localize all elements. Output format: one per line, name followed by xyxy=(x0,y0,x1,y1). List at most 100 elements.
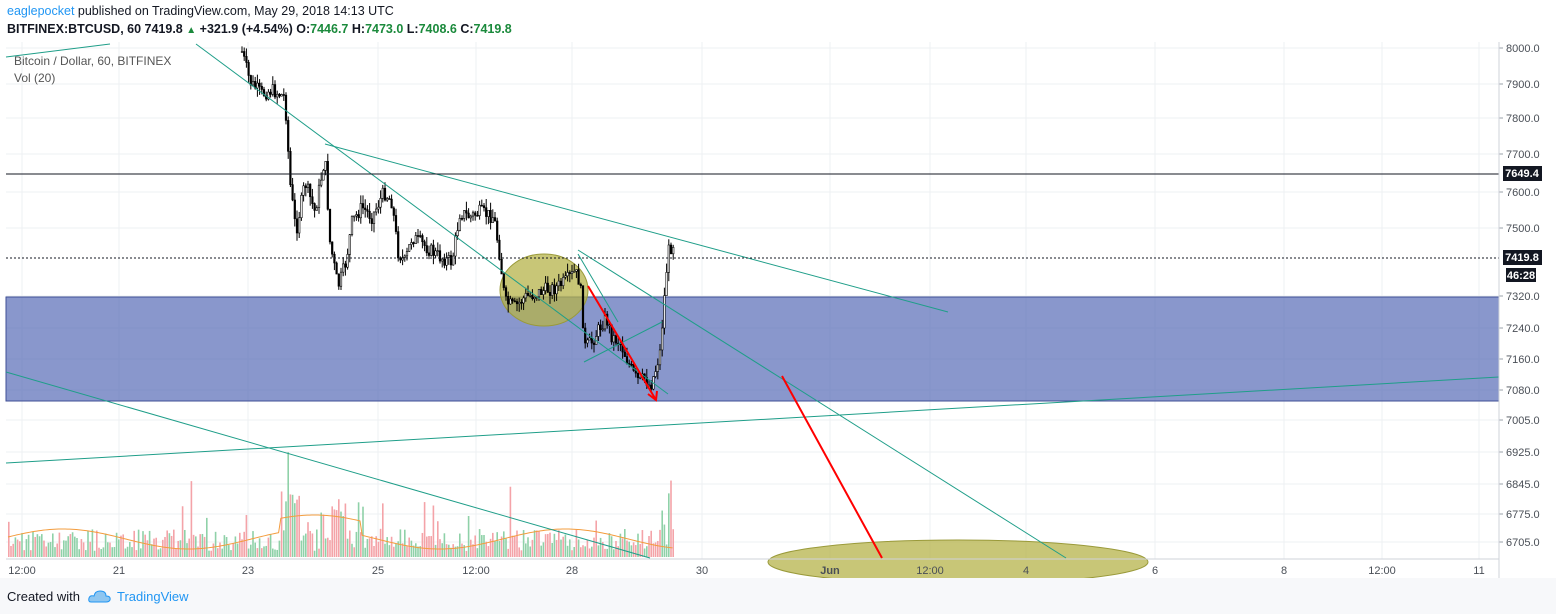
volume-bar xyxy=(320,512,322,557)
volume-bar xyxy=(148,530,151,557)
volume-bar xyxy=(175,549,177,557)
candle-body xyxy=(388,198,391,200)
volume-bar xyxy=(335,510,338,557)
candle-body xyxy=(564,275,567,278)
volume-bar xyxy=(144,534,146,557)
candle-body xyxy=(243,51,246,57)
candle-body xyxy=(522,297,525,304)
volume-bar xyxy=(170,535,173,557)
volume-bar xyxy=(225,537,228,557)
volume-bar xyxy=(91,529,94,557)
candle-body xyxy=(361,203,365,209)
candle-body xyxy=(267,91,270,100)
volume-bar xyxy=(27,534,30,557)
time-tick-label: 12:00 xyxy=(462,565,490,577)
candle-body xyxy=(608,324,611,327)
candle-body xyxy=(412,242,415,244)
volume-bar xyxy=(437,521,439,557)
volume-bar xyxy=(641,530,644,557)
candle-body xyxy=(568,272,571,274)
volume-bar xyxy=(338,499,340,557)
candle-body xyxy=(335,262,338,275)
price-tick-label: 7160.0 xyxy=(1506,354,1540,366)
candle-body xyxy=(584,327,587,344)
volume-bar xyxy=(360,532,362,557)
volume-bar xyxy=(230,550,232,557)
tradingview-link[interactable]: TradingView xyxy=(117,589,189,604)
volume-bar xyxy=(582,545,584,557)
candle-body xyxy=(419,235,422,237)
price-tick-label: 6925.0 xyxy=(1506,447,1540,459)
tradingview-cloud-icon[interactable] xyxy=(88,588,112,604)
candle-body xyxy=(531,295,534,300)
volume-bar xyxy=(261,548,263,557)
volume-bar xyxy=(654,542,657,557)
candle-body xyxy=(289,151,292,185)
candle-body xyxy=(430,244,433,256)
volume-bar xyxy=(287,452,289,557)
volume-bar xyxy=(377,541,380,557)
volume-bar xyxy=(668,493,670,557)
candle-body xyxy=(491,217,494,224)
volume-bar xyxy=(670,480,672,557)
candle-body xyxy=(452,255,455,266)
candle-body xyxy=(328,208,332,243)
price-chart[interactable]: Bitcoin / Dollar, 60, BITFINEX Vol (20) … xyxy=(0,42,1556,578)
time-tick-label: Jun xyxy=(820,565,840,577)
volume-bar xyxy=(456,546,459,557)
symbol-label: BITFINEX:BTCUSD, 60 xyxy=(7,22,142,36)
volume-bar xyxy=(311,533,314,557)
up-arrow-icon: ▲ xyxy=(186,25,197,36)
candle-body xyxy=(344,263,347,268)
volume-bar xyxy=(333,509,336,557)
candle-body xyxy=(381,187,384,199)
volume-bar xyxy=(520,550,523,557)
candle-body xyxy=(280,94,283,97)
low-label: L: xyxy=(406,22,419,36)
candle-body xyxy=(273,84,277,98)
volume-bar xyxy=(489,538,492,557)
candle-body xyxy=(447,255,450,258)
author-link[interactable]: eaglepocket xyxy=(7,4,75,18)
volume-bar xyxy=(507,548,509,557)
volume-bar xyxy=(190,481,193,557)
volume-bar xyxy=(463,545,465,557)
candle-body xyxy=(500,258,503,275)
volume-bar xyxy=(201,533,204,557)
volume-bar xyxy=(291,494,294,557)
candle-body xyxy=(463,210,466,219)
volume-bar xyxy=(65,540,67,557)
volume-bar xyxy=(239,532,241,557)
candle-body xyxy=(245,56,248,63)
volume-bar xyxy=(234,536,237,557)
legend-volume: Vol (20) xyxy=(14,71,55,85)
candle-body xyxy=(425,245,428,254)
volume-bar xyxy=(236,543,239,557)
candle-body xyxy=(269,91,272,95)
volume-bar xyxy=(89,541,91,557)
volume-bar xyxy=(485,541,487,557)
trendlines xyxy=(5,43,1500,559)
candle-body xyxy=(562,277,565,286)
candle-body xyxy=(240,51,244,53)
published-text: published on TradingView.com, May 29, 20… xyxy=(77,4,394,18)
candle-body xyxy=(278,93,281,97)
candle-body xyxy=(581,285,585,329)
volume-bar xyxy=(56,543,58,557)
volume-bar xyxy=(353,547,355,557)
candle-body xyxy=(467,212,470,219)
volume-bar xyxy=(131,547,133,557)
volume-bar xyxy=(672,529,674,557)
volume-bar xyxy=(386,537,388,557)
volume-bar xyxy=(584,546,586,557)
volume-bar xyxy=(159,548,162,557)
candle-body xyxy=(348,234,351,255)
volume-bar xyxy=(12,543,14,557)
candle-body xyxy=(397,231,400,259)
volume-bar xyxy=(492,532,494,557)
volume-bar xyxy=(529,546,531,557)
candle-body xyxy=(337,273,340,287)
candle-body xyxy=(513,300,516,303)
volume-bar xyxy=(38,536,41,557)
volume-bar xyxy=(518,547,520,557)
